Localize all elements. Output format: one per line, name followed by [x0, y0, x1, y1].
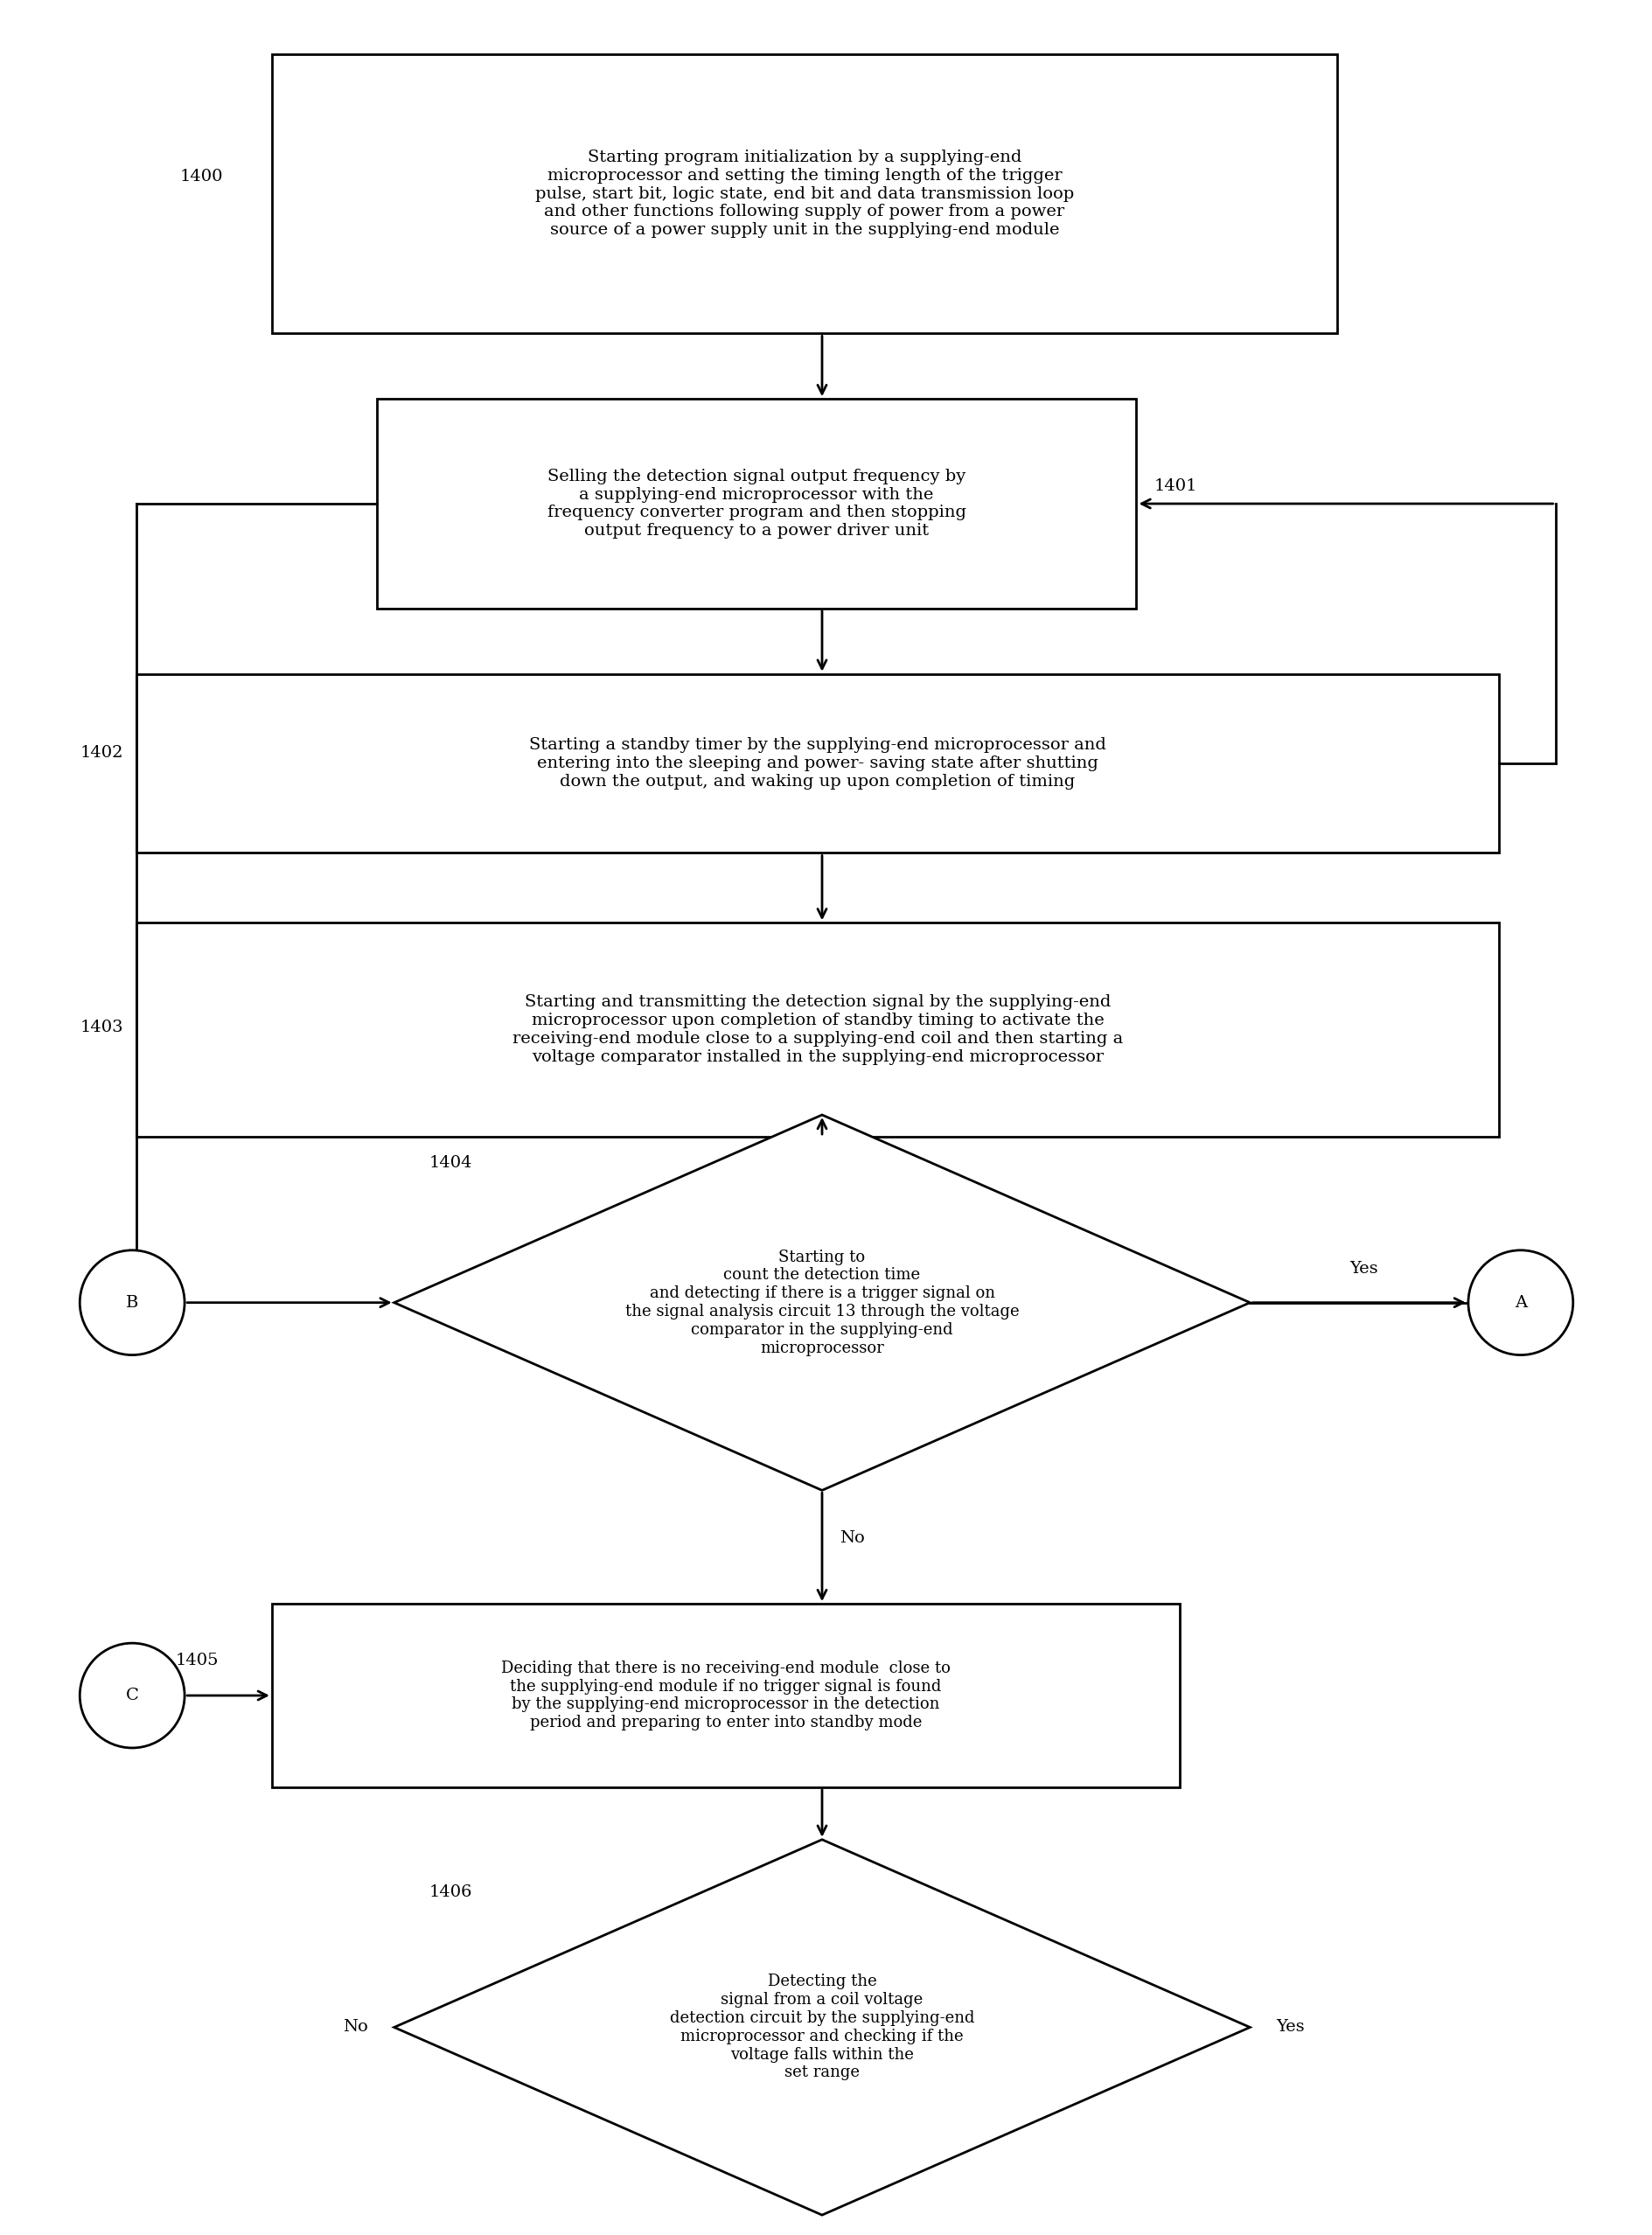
Bar [273, 54, 1336, 333]
Circle shape [1467, 1249, 1573, 1354]
Text: C: C [126, 1687, 139, 1703]
Text: No: No [342, 2020, 368, 2036]
Text: Starting program initialization by a supplying-end
microprocessor and setting th: Starting program initialization by a sup… [535, 150, 1074, 237]
Text: 1403: 1403 [79, 1019, 124, 1035]
Text: Yes: Yes [1348, 1261, 1378, 1276]
Text: 1404: 1404 [430, 1155, 472, 1171]
Text: 1405: 1405 [175, 1652, 220, 1670]
Polygon shape [393, 1115, 1249, 1491]
Polygon shape [393, 1839, 1249, 2215]
Bar [273, 1605, 1180, 1788]
Text: 1402: 1402 [79, 744, 122, 760]
Text: Starting and transmitting the detection signal by the supplying-end
microprocess: Starting and transmitting the detection … [512, 995, 1122, 1064]
Bar [137, 923, 1498, 1138]
Circle shape [79, 1249, 185, 1354]
Text: Selling the detection signal output frequency by
a supplying-end microprocessor : Selling the detection signal output freq… [547, 469, 965, 539]
Text: Starting a standby timer by the supplying-end microprocessor and
entering into t: Starting a standby timer by the supplyin… [529, 738, 1105, 789]
Text: Detecting the
signal from a coil voltage
detection circuit by the supplying-end
: Detecting the signal from a coil voltage… [669, 1974, 975, 2081]
Text: 1406: 1406 [430, 1884, 472, 1900]
Bar [137, 675, 1498, 854]
Text: Deciding that there is no receiving-end module  close to
the supplying-end modul: Deciding that there is no receiving-end … [501, 1661, 950, 1730]
Bar [377, 398, 1137, 608]
Text: 1400: 1400 [180, 168, 223, 183]
Text: 1401: 1401 [1153, 478, 1196, 494]
Text: No: No [839, 1531, 864, 1547]
Text: Starting to
count the detection time
and detecting if there is a trigger signal : Starting to count the detection time and… [624, 1249, 1019, 1357]
Text: A: A [1513, 1294, 1526, 1310]
Text: B: B [126, 1294, 139, 1310]
Text: Yes: Yes [1275, 2020, 1303, 2036]
Circle shape [79, 1643, 185, 1748]
